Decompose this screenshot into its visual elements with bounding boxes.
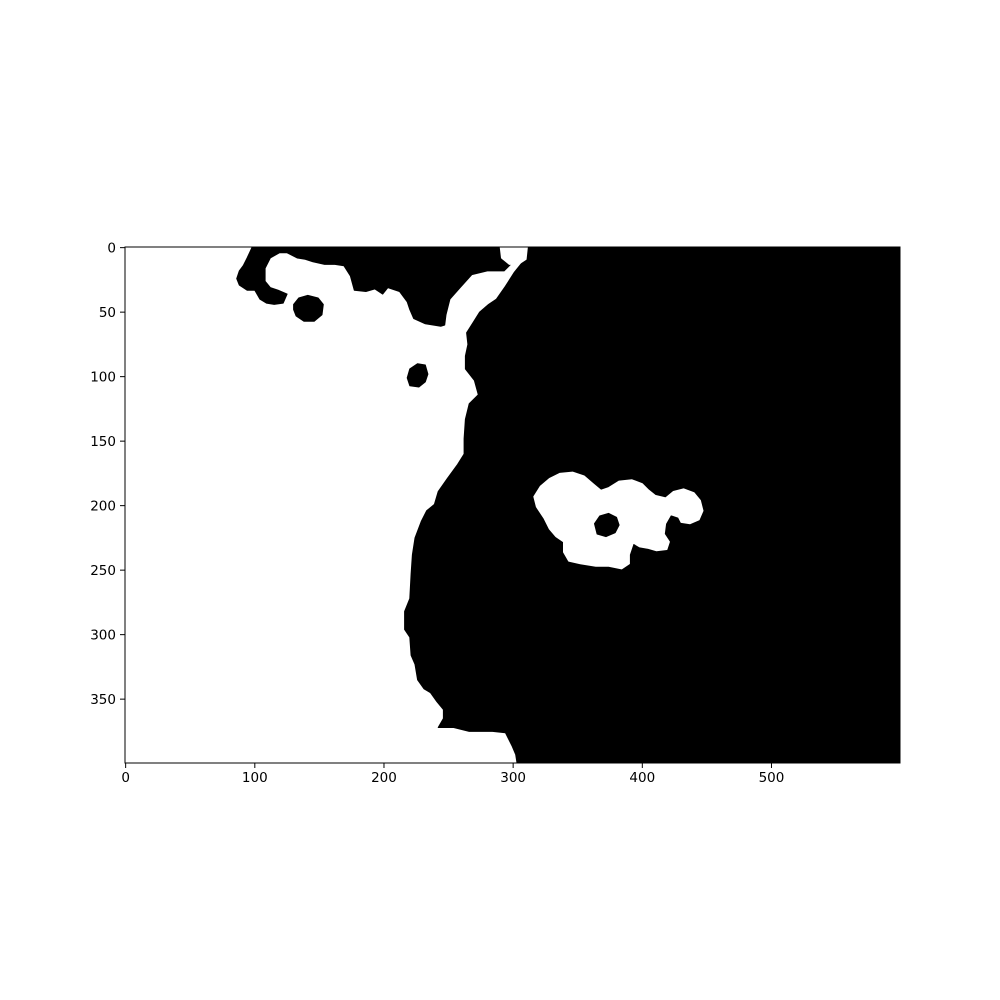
x-tick-label: 300 xyxy=(500,770,526,786)
plot-area xyxy=(125,247,900,763)
y-tick-label: 50 xyxy=(99,305,116,321)
black-small-blob-topleft xyxy=(293,294,324,322)
white-corner-notch xyxy=(499,247,528,265)
black-hole-in-island xyxy=(594,512,620,538)
y-tick-label: 200 xyxy=(90,499,116,515)
y-tick-label: 300 xyxy=(90,628,116,644)
y-tick-label: 150 xyxy=(90,434,116,450)
x-axis: 0 100 200 300 400 500 xyxy=(121,763,784,786)
x-tick-label: 100 xyxy=(242,770,268,786)
black-top-band xyxy=(236,247,512,327)
x-tick-label: 400 xyxy=(629,770,655,786)
y-tick-label: 250 xyxy=(90,563,116,579)
y-tick-label: 0 xyxy=(107,241,116,257)
axes-frame xyxy=(124,246,901,764)
white-island xyxy=(533,471,704,570)
x-tick-label: 200 xyxy=(371,770,397,786)
y-axis: 0 50 100 150 200 250 300 350 xyxy=(90,241,125,708)
image-regions xyxy=(236,247,900,763)
black-small-blob-mid xyxy=(406,363,429,388)
y-tick-label: 350 xyxy=(90,692,116,708)
x-tick-label: 500 xyxy=(759,770,785,786)
y-tick-label: 100 xyxy=(90,370,116,386)
x-tick-label: 0 xyxy=(121,770,130,786)
